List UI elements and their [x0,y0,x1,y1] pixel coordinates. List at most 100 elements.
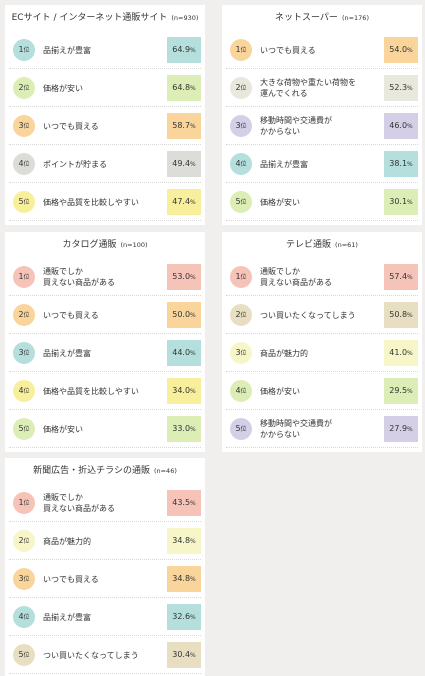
row-divider [9,106,201,107]
rank-badge: 4位 [13,380,35,402]
rank-number: 3 [18,574,24,583]
rank-suffix: 位 [240,47,247,54]
percentage-number: 34.0 [172,386,191,395]
row-divider [9,673,201,674]
reason-label: 品揃えが豊富 [260,159,308,169]
reason-label: 価格や品質を比較しやすい [43,197,139,207]
rank-number: 1 [18,272,24,281]
rank-badge: 4位 [230,153,252,175]
row-divider [9,182,201,183]
ranking-row: 2位 つい買いたくなってしまう 50.8% [222,296,422,334]
percentage-value: 52.3% [384,75,418,101]
percentage-number: 64.9 [172,45,191,54]
rank-badge: 3位 [230,342,252,364]
rank-badge: 1位 [230,39,252,61]
percent-unit: % [190,614,196,621]
percentage-number: 32.6 [172,612,191,621]
percent-unit: % [407,312,413,319]
reason-label: 品揃えが豊富 [43,612,91,622]
ranking-row: 2位 商品が魅力的 34.8% [5,522,205,560]
row-divider [9,559,201,560]
rank-suffix: 位 [240,199,247,206]
percentage-number: 49.4 [172,159,191,168]
reason-label: 価格が安い [43,83,83,93]
rank-number: 5 [18,650,24,659]
rank-suffix: 位 [23,426,30,433]
rank-number: 3 [235,348,241,357]
percentage-number: 54.0 [389,45,408,54]
reason-label: いつでも買える [43,310,99,320]
percent-unit: % [190,85,196,92]
reason-label: 通販でしか 買えない商品がある [260,267,332,287]
reason-label: 通販でしか 買えない商品がある [43,267,115,287]
ranking-panel: ECサイト / インターネット通販サイト (n=930) 1位 品揃えが豊富 64.9%… [5,5,205,225]
rank-number: 2 [18,536,24,545]
ranking-panel: ネットスーパー (n=176) 1位 いつでも買える 54.0% 2位 大きな荷物や重たい荷… [222,5,422,225]
percentage-value: 47.4% [167,189,201,215]
reason-label: 価格や品質を比較しやすい [43,386,139,396]
percent-unit: % [190,538,196,545]
rank-suffix: 位 [240,274,247,281]
percentage-value: 30.1% [384,189,418,215]
percentage-value: 33.0% [167,416,201,442]
rank-badge: 5位 [13,191,35,213]
row-divider [9,447,201,448]
rank-badge: 1位 [13,266,35,288]
row-divider [9,371,201,372]
rank-suffix: 位 [23,388,30,395]
reason-label: 品揃えが豊富 [43,45,91,55]
row-divider [226,371,418,372]
percentage-value: 64.9% [167,37,201,63]
row-divider [9,333,201,334]
ranking-row: 1位 品揃えが豊富 64.9% [5,31,205,69]
ranking-row: 5位 価格が安い 30.1% [222,183,422,221]
rank-number: 4 [18,612,24,621]
rank-suffix: 位 [240,426,247,433]
percentage-number: 34.8 [172,574,191,583]
rank-badge: 5位 [13,418,35,440]
rank-badge: 2位 [13,77,35,99]
percent-unit: % [407,350,413,357]
rank-suffix: 位 [23,614,30,621]
reason-label: つい買いたくなってしまう [260,310,356,320]
ranking-row: 2位 価格が安い 64.8% [5,69,205,107]
row-divider [9,409,201,410]
rank-suffix: 位 [23,199,30,206]
reason-label: 移動時間や交通費が かからない [260,116,332,136]
percent-unit: % [407,47,413,54]
row-divider [9,635,201,636]
ranking-row: 5位 移動時間や交通費が かからない 27.9% [222,410,422,448]
rank-badge: 2位 [13,304,35,326]
percentage-value: 50.0% [167,302,201,328]
reason-label: 価格が安い [43,424,83,434]
row-divider [9,220,201,221]
percentage-value: 38.1% [384,151,418,177]
percentage-value: 50.8% [384,302,418,328]
percentage-value: 32.6% [167,604,201,630]
percentage-number: 34.8 [172,536,191,545]
panel-title: テレビ通販 (n=61) [222,232,422,258]
reason-label: ポイントが貯まる [43,159,107,169]
rank-number: 5 [235,197,241,206]
row-divider [9,295,201,296]
ranking-panel: カタログ通販 (n=100) 1位 通販でしか 買えない商品がある 53.0% 2位 いつで… [5,232,205,452]
rank-number: 4 [235,386,241,395]
percentage-number: 33.0 [172,424,191,433]
sample-size: (n=100) [120,241,148,249]
rank-number: 4 [18,159,24,168]
reason-label: 商品が魅力的 [260,348,308,358]
rank-number: 3 [18,121,24,130]
percentage-number: 47.4 [172,197,191,206]
rank-badge: 2位 [13,530,35,552]
rank-badge: 3位 [230,115,252,137]
reason-label: 商品が魅力的 [43,536,91,546]
row-divider [226,144,418,145]
percent-unit: % [407,161,413,168]
percentage-number: 43.5 [172,498,191,507]
rank-badge: 4位 [13,606,35,628]
percentage-value: 64.8% [167,75,201,101]
rank-suffix: 位 [23,652,30,659]
ranking-row: 5位 つい買いたくなってしまう 30.4% [5,636,205,674]
percentage-number: 57.4 [389,272,408,281]
percent-unit: % [190,274,196,281]
